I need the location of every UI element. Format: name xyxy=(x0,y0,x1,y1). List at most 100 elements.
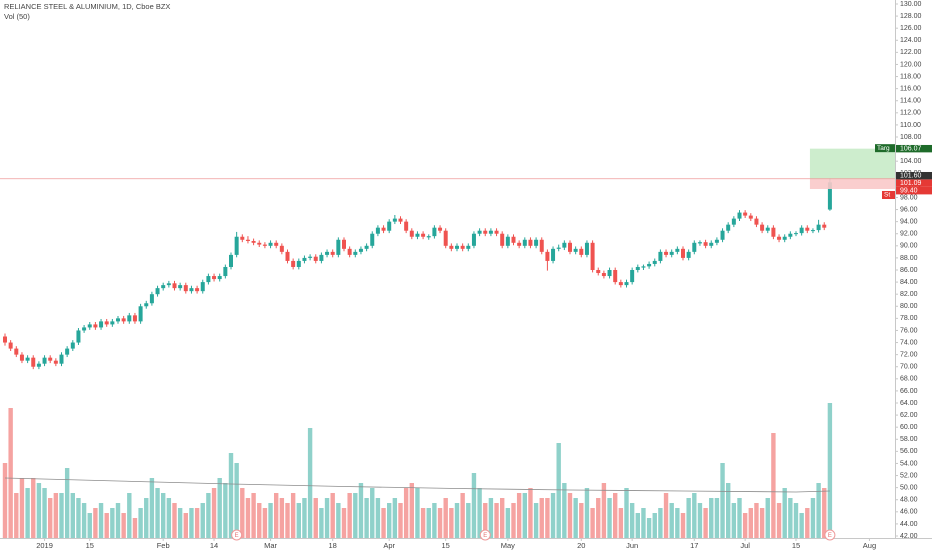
volume-bar xyxy=(477,488,482,538)
volume-bar xyxy=(652,513,657,538)
volume-bar xyxy=(720,463,725,538)
volume-bar xyxy=(324,498,330,538)
x-tick-label: 15 xyxy=(86,541,94,550)
earnings-marker xyxy=(824,529,836,541)
volume-bar xyxy=(98,503,104,538)
candle-body xyxy=(262,244,267,246)
candle-body xyxy=(432,227,437,237)
candle-body xyxy=(195,288,200,292)
y-tick-label: 52.00 xyxy=(900,472,918,479)
volume-bar xyxy=(437,508,443,538)
volume-bar xyxy=(731,503,737,538)
volume-bar xyxy=(149,478,155,538)
volume-bar xyxy=(500,498,505,538)
candle-body xyxy=(364,245,369,249)
y-tick-label: 72.00 xyxy=(900,351,918,358)
candle-body xyxy=(370,233,375,246)
x-tick-label: 18 xyxy=(329,541,337,550)
price-axis-label-text: 99.40 xyxy=(900,188,918,195)
y-tick-label: 68.00 xyxy=(900,376,918,383)
volume-bar xyxy=(8,408,13,538)
price-axis-label-text: 106.07 xyxy=(900,146,922,153)
stop-zone xyxy=(809,178,895,189)
volume-bar xyxy=(601,483,607,538)
earnings-label: E xyxy=(828,533,832,539)
candle-body xyxy=(104,321,109,325)
volume-bar xyxy=(545,498,550,538)
candle-body xyxy=(500,233,505,246)
candle-body xyxy=(805,227,810,231)
volume-bar xyxy=(483,503,488,538)
candle-body xyxy=(347,248,352,255)
candle-body xyxy=(568,242,572,252)
volume-bar xyxy=(596,498,601,538)
candle-body xyxy=(443,230,448,246)
candle-body xyxy=(720,230,725,240)
volume-bar xyxy=(25,488,30,538)
volume-bar xyxy=(420,508,426,538)
candle-body xyxy=(816,224,821,231)
candle-body xyxy=(545,251,550,261)
candle-body xyxy=(178,285,183,289)
candle-body xyxy=(279,245,284,252)
candle-body xyxy=(381,227,386,231)
candle-body xyxy=(212,276,217,280)
volume-bar xyxy=(36,483,42,538)
candle-body xyxy=(794,233,798,235)
volume-bar xyxy=(805,508,810,538)
y-tick-label: 66.00 xyxy=(900,388,918,395)
volume-bar xyxy=(234,463,239,538)
y-tick-label: 76.00 xyxy=(900,327,918,334)
candle-body xyxy=(647,263,652,267)
candle-body xyxy=(240,236,245,240)
candle-body xyxy=(511,236,516,243)
y-tick-label: 126.00 xyxy=(900,25,922,32)
volume-bar xyxy=(584,488,590,538)
volume-bar xyxy=(460,493,465,538)
volume-bar xyxy=(426,508,431,538)
candle-body xyxy=(703,242,708,246)
volume-bar xyxy=(658,508,663,538)
volume-bar xyxy=(454,503,460,538)
volume-bar xyxy=(313,498,318,538)
y-tick-label: 96.00 xyxy=(900,206,918,213)
candle-body xyxy=(353,251,358,255)
candle-body xyxy=(206,276,211,283)
volume-bar xyxy=(110,508,115,538)
price-axis-label-text: 101.09 xyxy=(900,180,922,187)
volume-bar xyxy=(607,498,612,538)
earnings-label: E xyxy=(483,533,487,539)
volume-bar xyxy=(189,508,194,538)
y-tick-label: 78.00 xyxy=(900,315,918,322)
candle-body xyxy=(613,270,618,283)
y-tick-label: 120.00 xyxy=(900,61,922,68)
candle-body xyxy=(42,357,47,364)
volume-bar xyxy=(471,473,477,538)
candle-body xyxy=(675,248,680,252)
volume-bar xyxy=(375,498,381,538)
candle-body xyxy=(116,318,120,322)
volume-bar xyxy=(127,493,132,538)
volume-bar xyxy=(505,508,511,538)
volume-bar xyxy=(347,493,352,538)
candle-body xyxy=(268,242,273,246)
candle-body xyxy=(460,245,465,249)
candle-body xyxy=(65,348,70,355)
candle-body xyxy=(342,239,346,249)
chart-title: RELIANCE STEEL & ALUMINIUM, 1D, Cboe BZX xyxy=(4,2,170,11)
volume-bar xyxy=(14,493,19,538)
x-tick-label: May xyxy=(501,541,515,550)
volume-bar xyxy=(709,498,714,538)
candle-body xyxy=(658,251,663,261)
volume-bar xyxy=(680,513,686,538)
volume-bar xyxy=(341,508,347,538)
candle-body xyxy=(426,236,431,238)
candle-body xyxy=(392,218,397,222)
price-axis-label xyxy=(896,186,932,195)
volume-bar xyxy=(692,493,697,538)
volume-bar xyxy=(19,478,25,538)
candle-body xyxy=(138,306,143,322)
y-tick-label: 98.00 xyxy=(900,194,918,201)
volume-bar xyxy=(776,503,782,538)
